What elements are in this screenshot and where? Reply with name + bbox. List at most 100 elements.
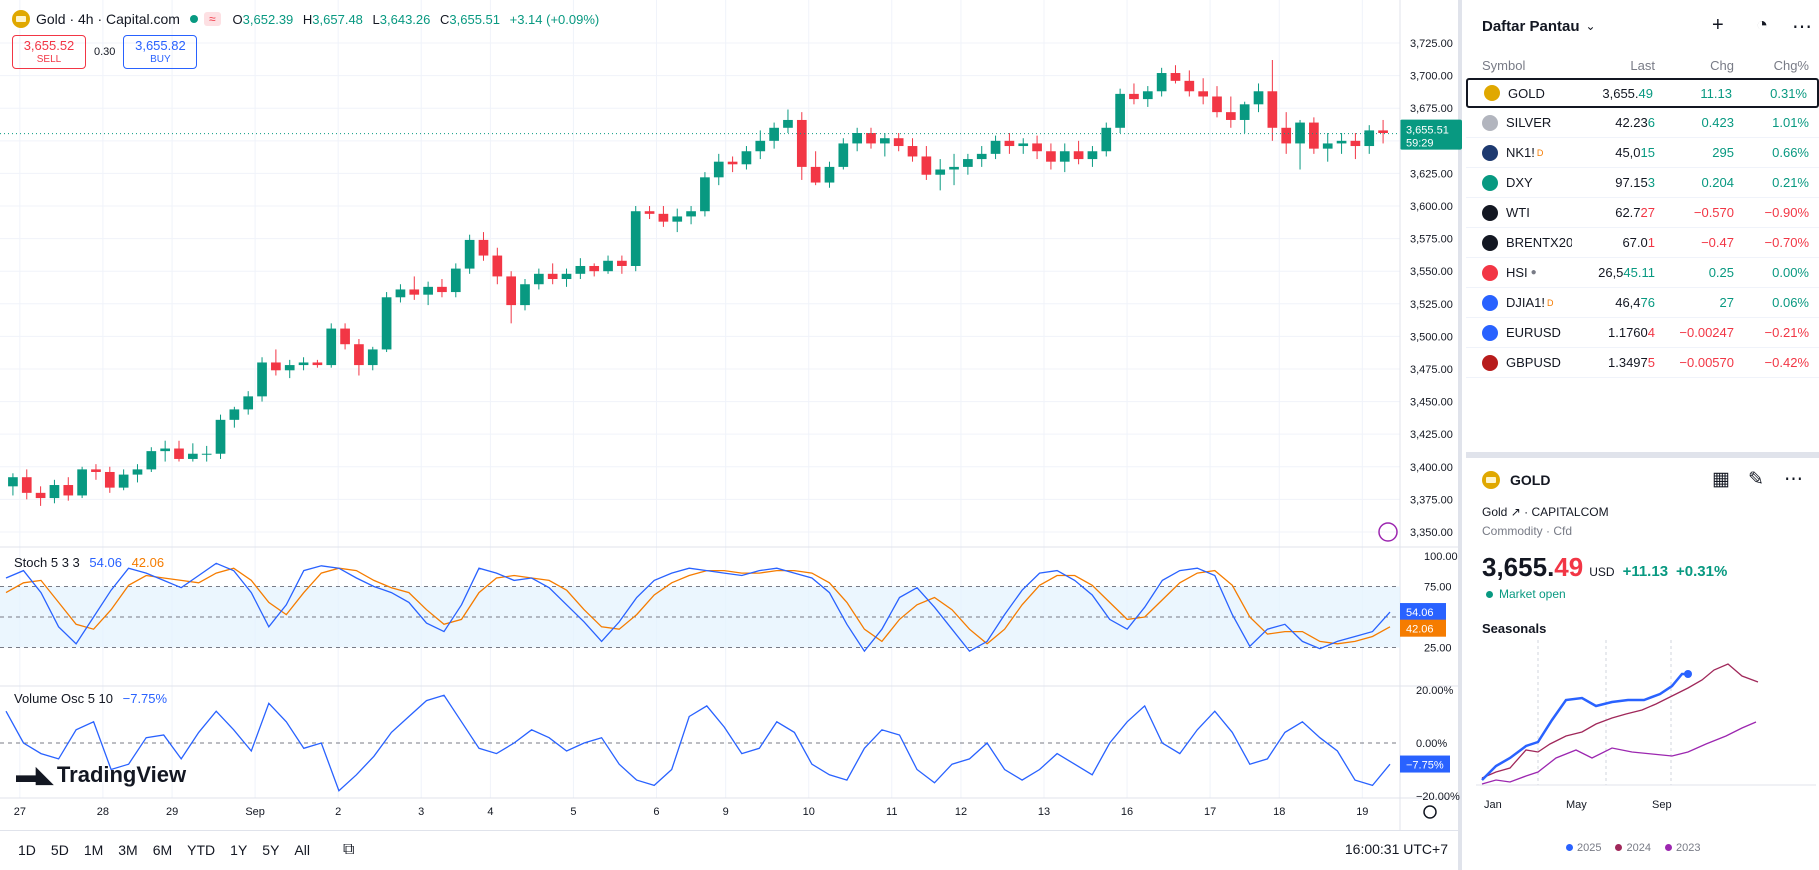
watchlist-row-eurusd[interactable]: EURUSD 1.17604 −0.00247 −0.21%: [1466, 318, 1819, 348]
col-last[interactable]: Last: [1630, 57, 1655, 73]
symbol-title[interactable]: Gold · 4h · Capital.com: [36, 11, 180, 27]
row-symbol-text: DXY: [1506, 175, 1533, 190]
row-chg: 0.423: [1701, 115, 1734, 130]
price-tick-label: 3,700.00: [1410, 71, 1453, 83]
season-line-2024: [1481, 663, 1759, 779]
details-name[interactable]: Gold: [1482, 505, 1508, 519]
timeframe-5y[interactable]: 5Y: [262, 841, 280, 858]
candle-body: [187, 453, 198, 459]
timeframe-1y[interactable]: 1Y: [230, 841, 248, 858]
time-tick-label: Sep: [245, 806, 265, 818]
price-tick-label: 3,475.00: [1410, 364, 1453, 376]
legend-2024[interactable]: 2024: [1615, 842, 1651, 854]
sell-button[interactable]: 3,655.52 SELL: [12, 35, 86, 69]
candle-body: [104, 471, 115, 488]
seasonals-title[interactable]: Seasonals: [1482, 621, 1547, 636]
current-price-badge[interactable]: [1400, 119, 1462, 150]
candle-body: [201, 453, 212, 455]
seasonals-chart[interactable]: Jan May Sep: [1466, 640, 1819, 840]
add-symbol-icon[interactable]: +: [1712, 14, 1724, 36]
gear-icon[interactable]: [1423, 805, 1437, 819]
buy-button[interactable]: 3,655.82 BUY: [123, 35, 198, 69]
watchlist-row-gbpusd[interactable]: GBPUSD 1.34975 −0.00570 −0.42%: [1466, 348, 1819, 378]
timeframe-1d[interactable]: 1D: [18, 841, 36, 858]
col-chg[interactable]: Chg: [1710, 57, 1734, 73]
watchlist-row-nk1![interactable]: NK1! D 45,015 295 0.66%: [1466, 138, 1819, 168]
candle-body: [1115, 93, 1125, 128]
candle-body: [1184, 80, 1195, 92]
more-icon[interactable]: ⋯: [1784, 469, 1803, 490]
details-symbol[interactable]: GOLD: [1510, 472, 1551, 488]
high-value: 3,657.48: [312, 11, 363, 27]
timeframe-5d[interactable]: 5D: [50, 841, 69, 858]
wave-badge[interactable]: ≈: [203, 12, 221, 26]
timeframe-1m[interactable]: 1M: [83, 841, 104, 858]
clock[interactable]: 16:00:31 UTC+7: [1344, 841, 1448, 857]
row-last-tail: 3: [1647, 175, 1655, 190]
change-value: +3.14 (+0.09%): [509, 11, 600, 27]
candle-body: [1322, 143, 1333, 149]
timeframe-all[interactable]: All: [294, 841, 310, 858]
status-dot: ●: [1530, 267, 1537, 278]
timeframe-3m[interactable]: 3M: [118, 841, 138, 858]
season-current-point[interactable]: [1684, 670, 1692, 678]
col-symbol[interactable]: Symbol: [1482, 57, 1526, 73]
chart-canvas[interactable]: 3,725.003,700.003,675.003,650.003,625.00…: [0, 0, 1462, 830]
row-chgp: 0.06%: [1772, 295, 1809, 310]
tradingview-logo[interactable]: ▬◣ TradingView: [16, 762, 186, 788]
watchlist-row-brentx2025[interactable]: BRENTX2025 67.01 −0.47 −0.70%: [1466, 228, 1819, 258]
row-last-main: 97.15: [1615, 175, 1648, 190]
watchlist-row-dxy[interactable]: DXY 97.153 0.204 0.21%: [1466, 168, 1819, 198]
sell-label: SELL: [36, 54, 62, 65]
watchlist-row-wti[interactable]: WTI 62.727 −0.570 −0.90%: [1466, 198, 1819, 228]
symbol-icon: [1482, 234, 1498, 251]
watchlist-row-djia1![interactable]: DJIA1! D 46,476 27 0.06%: [1466, 288, 1819, 318]
watchlist-title[interactable]: Daftar Pantau: [1482, 17, 1580, 35]
candle-body: [603, 260, 613, 272]
legend-2025[interactable]: 2025: [1566, 842, 1601, 854]
current-price-label: 3,655.51: [1406, 125, 1449, 137]
row-chgp: 0.31%: [1770, 85, 1807, 101]
row-last: 62.727: [1615, 205, 1655, 220]
watchlist-row-gold[interactable]: GOLD 3,655.49 11.13 0.31%: [1466, 78, 1819, 108]
stoch-k-line: [5, 562, 1391, 653]
candle-body: [935, 169, 946, 175]
timeframe-6m[interactable]: 6M: [152, 841, 173, 858]
edit-icon[interactable]: ✎: [1748, 469, 1764, 490]
time-tick-label: 19: [1356, 806, 1368, 818]
time-tick-label: 9: [723, 806, 729, 818]
time-tick-label: 18: [1273, 806, 1285, 818]
candle-body: [1101, 127, 1112, 152]
lightning-icon[interactable]: [1378, 522, 1398, 542]
volosc-legend[interactable]: Volume Osc 5 10 −7.75%: [14, 691, 167, 706]
watchlist-row-hsi[interactable]: HSI ● 26,545.11 0.25 0.00%: [1466, 258, 1819, 288]
candle-body: [1156, 73, 1167, 92]
pie-chart-icon[interactable]: ◔: [1756, 14, 1769, 36]
row-last-main: 3,655.: [1602, 85, 1639, 101]
candle-body: [298, 362, 309, 366]
watchlist-columns: Symbol Last Chg Chg%: [1466, 52, 1819, 78]
candle-body: [132, 469, 143, 475]
date-range-icon[interactable]: ⧉: [342, 840, 355, 858]
panel-divider[interactable]: [1466, 452, 1819, 458]
volosc-tick-label: 0.00%: [1416, 738, 1447, 750]
grid-layout-icon[interactable]: ▦: [1712, 469, 1730, 490]
legend-2023[interactable]: 2023: [1664, 842, 1700, 854]
chevron-down-icon[interactable]: ⌄: [1585, 19, 1596, 33]
watchlist-row-silver[interactable]: SILVER 42.236 0.423 1.01%: [1466, 108, 1819, 138]
stoch-title: Stoch 5 3 3: [14, 555, 80, 570]
seasonals-legend: 2025 2024 2023: [1566, 842, 1700, 854]
candle-body: [686, 211, 696, 217]
buy-price: 3,655.82: [135, 38, 186, 53]
chart-pane[interactable]: 3,725.003,700.003,675.003,650.003,625.00…: [0, 0, 1462, 870]
external-link-icon[interactable]: ↗: [1510, 505, 1521, 519]
candle-body: [1212, 96, 1222, 113]
more-icon[interactable]: ⋯: [1792, 16, 1812, 38]
candle-body: [1336, 140, 1347, 144]
timeframe-ytd[interactable]: YTD: [187, 841, 216, 858]
row-symbol: DJIA1! D: [1482, 294, 1572, 311]
stoch-legend[interactable]: Stoch 5 3 3 54.06 42.06: [14, 555, 164, 570]
col-chgp[interactable]: Chg%: [1773, 57, 1809, 73]
candle-body: [921, 156, 932, 175]
candle-body: [49, 485, 60, 499]
